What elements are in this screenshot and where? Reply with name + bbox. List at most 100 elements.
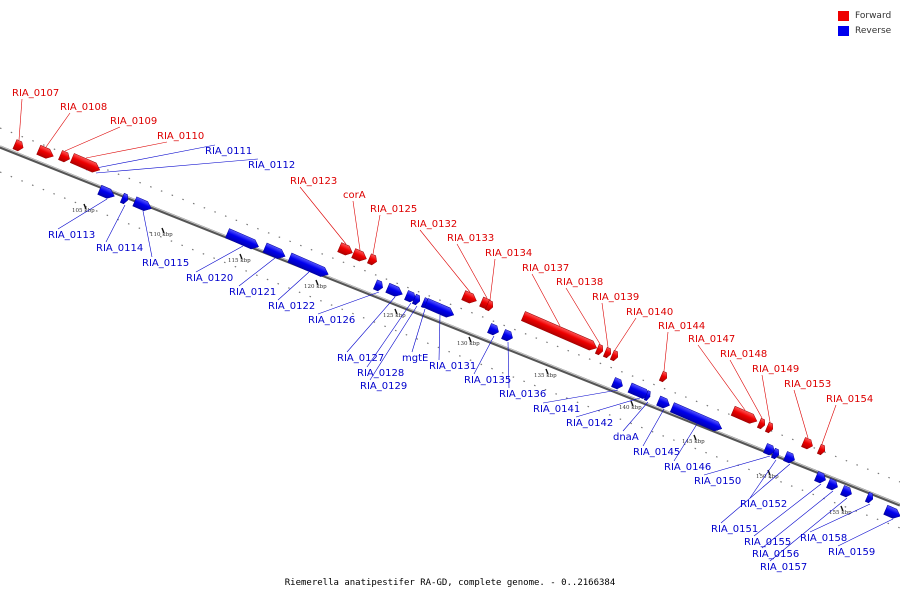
label-RIA_0113[interactable]: RIA_0113 — [48, 230, 95, 241]
label-RIA_0155[interactable]: RIA_0155 — [744, 537, 791, 548]
label-RIA_0152[interactable]: RIA_0152 — [740, 499, 787, 510]
gene-RIA_0159[interactable] — [883, 504, 900, 521]
label-RIA_0151[interactable]: RIA_0151 — [711, 524, 758, 535]
leader-RIA_0144 — [663, 331, 669, 372]
gene-RIA_0150[interactable] — [763, 443, 776, 456]
label-RIA_0140[interactable]: RIA_0140 — [626, 307, 673, 318]
gene-RIA_0148[interactable] — [756, 417, 766, 430]
leader-RIA_0147 — [697, 344, 746, 411]
leader-RIA_0141 — [542, 389, 619, 404]
gene-RIA_0140[interactable] — [609, 349, 619, 362]
label-RIA_0158[interactable]: RIA_0158 — [800, 533, 847, 544]
label-RIA_0109[interactable]: RIA_0109 — [110, 116, 157, 127]
label-RIA_0114[interactable]: RIA_0114 — [96, 243, 143, 254]
gene-RIA_0153[interactable] — [801, 437, 814, 450]
label-RIA_0142[interactable]: RIA_0142 — [566, 418, 613, 429]
label-RIA_0121[interactable]: RIA_0121 — [229, 287, 276, 298]
label-RIA_0136[interactable]: RIA_0136 — [499, 389, 546, 400]
gene-RIA_0156[interactable] — [826, 478, 839, 491]
gene-RIA_0129[interactable] — [411, 293, 421, 306]
tick-mark — [83, 203, 87, 210]
gene-RIA_0122[interactable] — [287, 252, 331, 279]
label-RIA_0129[interactable]: RIA_0129 — [360, 381, 407, 392]
label-RIA_0145[interactable]: RIA_0145 — [633, 447, 680, 458]
label-RIA_0139[interactable]: RIA_0139 — [592, 292, 639, 303]
label-RIA_0149[interactable]: RIA_0149 — [752, 364, 799, 375]
gene-arrow — [36, 144, 54, 159]
gene-RIA_0121[interactable] — [262, 242, 287, 261]
label-RIA_0159[interactable]: RIA_0159 — [828, 547, 875, 558]
gene-RIA_0139[interactable] — [602, 346, 612, 359]
label-RIA_0122[interactable]: RIA_0122 — [268, 301, 315, 312]
gene-RIA_0131[interactable] — [423, 298, 455, 319]
label-RIA_0125[interactable]: RIA_0125 — [370, 204, 417, 215]
gene-RIA_0145[interactable] — [656, 395, 672, 410]
gene-RIA_0115[interactable] — [132, 196, 153, 213]
label-RIA_0107[interactable]: RIA_0107 — [12, 88, 59, 99]
gene-corA[interactable] — [351, 248, 369, 264]
label-RIA_0132[interactable]: RIA_0132 — [410, 219, 457, 230]
gene-RIA_0154[interactable] — [816, 443, 826, 456]
label-RIA_0144[interactable]: RIA_0144 — [658, 321, 705, 332]
gene-RIA_0135[interactable] — [487, 323, 500, 336]
gene-RIA_0155[interactable] — [814, 471, 827, 484]
label-RIA_0150[interactable]: RIA_0150 — [694, 476, 741, 487]
label-RIA_0111[interactable]: RIA_0111 — [205, 146, 252, 157]
gene-RIA_0132[interactable] — [461, 290, 479, 306]
label-RIA_0128[interactable]: RIA_0128 — [357, 368, 404, 379]
label-RIA_0126[interactable]: RIA_0126 — [308, 315, 355, 326]
label-RIA_0141[interactable]: RIA_0141 — [533, 404, 580, 415]
label-RIA_0123[interactable]: RIA_0123 — [290, 176, 337, 187]
gene-RIA_0114[interactable] — [119, 192, 129, 205]
gene-RIA_0127[interactable] — [385, 282, 405, 299]
label-RIA_0157[interactable]: RIA_0157 — [760, 562, 807, 573]
label-RIA_0133[interactable]: RIA_0133 — [447, 233, 494, 244]
leader-RIA_0131 — [438, 314, 441, 361]
label-RIA_0108[interactable]: RIA_0108 — [60, 102, 107, 113]
gene-RIA_0109[interactable] — [58, 150, 71, 163]
label-RIA_0153[interactable]: RIA_0153 — [784, 379, 831, 390]
gene-RIA_0126[interactable] — [373, 279, 384, 292]
label-RIA_0112[interactable]: RIA_0112 — [248, 160, 295, 171]
gene-RIA_0110[interactable] — [69, 153, 101, 174]
gene-RIA_0128[interactable] — [404, 290, 417, 303]
gene-RIA_0151[interactable] — [783, 451, 796, 464]
gene-dnaA[interactable] — [643, 390, 652, 402]
label-RIA_0156[interactable]: RIA_0156 — [752, 549, 799, 560]
gene-RIA_0138[interactable] — [594, 343, 604, 356]
gene-RIA_0108[interactable] — [36, 144, 56, 161]
label-corA[interactable]: corA — [343, 190, 366, 201]
label-RIA_0134[interactable]: RIA_0134 — [485, 248, 532, 259]
gene-RIA_0157[interactable] — [840, 485, 853, 498]
gene-RIA_0123[interactable] — [337, 242, 355, 258]
gene-RIA_0136[interactable] — [501, 329, 514, 342]
label-RIA_0146[interactable]: RIA_0146 — [664, 462, 711, 473]
label-RIA_0131[interactable]: RIA_0131 — [429, 361, 476, 372]
label-RIA_0110[interactable]: RIA_0110 — [157, 131, 204, 142]
gene-RIA_0146[interactable] — [669, 402, 724, 434]
gene-RIA_0113[interactable] — [97, 184, 117, 201]
gene-RIA_0137[interactable] — [520, 311, 598, 352]
gene-RIA_0144[interactable] — [658, 370, 668, 383]
gene-RIA_0107[interactable] — [12, 139, 25, 153]
label-dnaA[interactable]: dnaA — [613, 432, 639, 443]
label-RIA_0120[interactable]: RIA_0120 — [186, 273, 233, 284]
gene-RIA_0149[interactable] — [764, 421, 774, 434]
gene-RIA_0147[interactable] — [730, 405, 759, 426]
label-RIA_0148[interactable]: RIA_0148 — [720, 349, 767, 360]
gene-RIA_0141[interactable] — [611, 377, 624, 390]
gene-RIA_0158[interactable] — [864, 491, 874, 504]
gene-RIA_0120[interactable] — [225, 228, 260, 252]
label-RIA_0138[interactable]: RIA_0138 — [556, 277, 603, 288]
tick-label: 155 kbp — [829, 510, 852, 516]
label-RIA_0127[interactable]: RIA_0127 — [337, 353, 384, 364]
gene-RIA_0134[interactable] — [484, 299, 494, 312]
gene-RIA_0152[interactable] — [770, 447, 780, 460]
label-RIA_0137[interactable]: RIA_0137 — [522, 263, 569, 274]
label-mgtE[interactable]: mgtE — [402, 353, 428, 364]
label-RIA_0135[interactable]: RIA_0135 — [464, 375, 511, 386]
label-RIA_0154[interactable]: RIA_0154 — [826, 394, 873, 405]
label-RIA_0115[interactable]: RIA_0115 — [142, 258, 189, 269]
label-RIA_0147[interactable]: RIA_0147 — [688, 334, 735, 345]
gene-RIA_0125[interactable] — [367, 253, 378, 266]
